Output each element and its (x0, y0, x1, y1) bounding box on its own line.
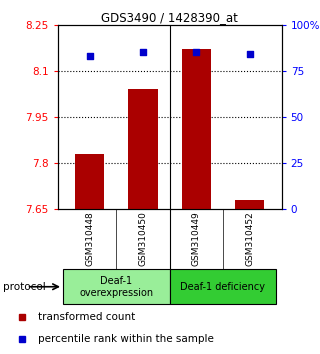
Point (140, 50, 146, 55)
Bar (235, 200, 264, 209)
Point (87, 53, 92, 59)
Bar (63, 269, 170, 304)
Text: Deaf-1 deficiency: Deaf-1 deficiency (180, 282, 265, 292)
Title: GDS3490 / 1428390_at: GDS3490 / 1428390_at (101, 11, 238, 24)
Text: transformed count: transformed count (38, 312, 136, 322)
Bar (128, 89, 158, 209)
Text: GSM310449: GSM310449 (192, 212, 201, 266)
Text: percentile rank within the sample: percentile rank within the sample (38, 334, 214, 344)
Point (247, 51, 252, 57)
Bar (170, 269, 276, 304)
Bar (75, 154, 104, 209)
Text: GSM310450: GSM310450 (139, 211, 148, 267)
Point (194, 50, 199, 55)
Text: GSM310448: GSM310448 (85, 212, 94, 266)
Text: GSM310452: GSM310452 (245, 212, 254, 266)
Bar (182, 49, 211, 209)
Text: Deaf-1
overexpression: Deaf-1 overexpression (79, 276, 153, 298)
Text: protocol: protocol (3, 282, 46, 292)
